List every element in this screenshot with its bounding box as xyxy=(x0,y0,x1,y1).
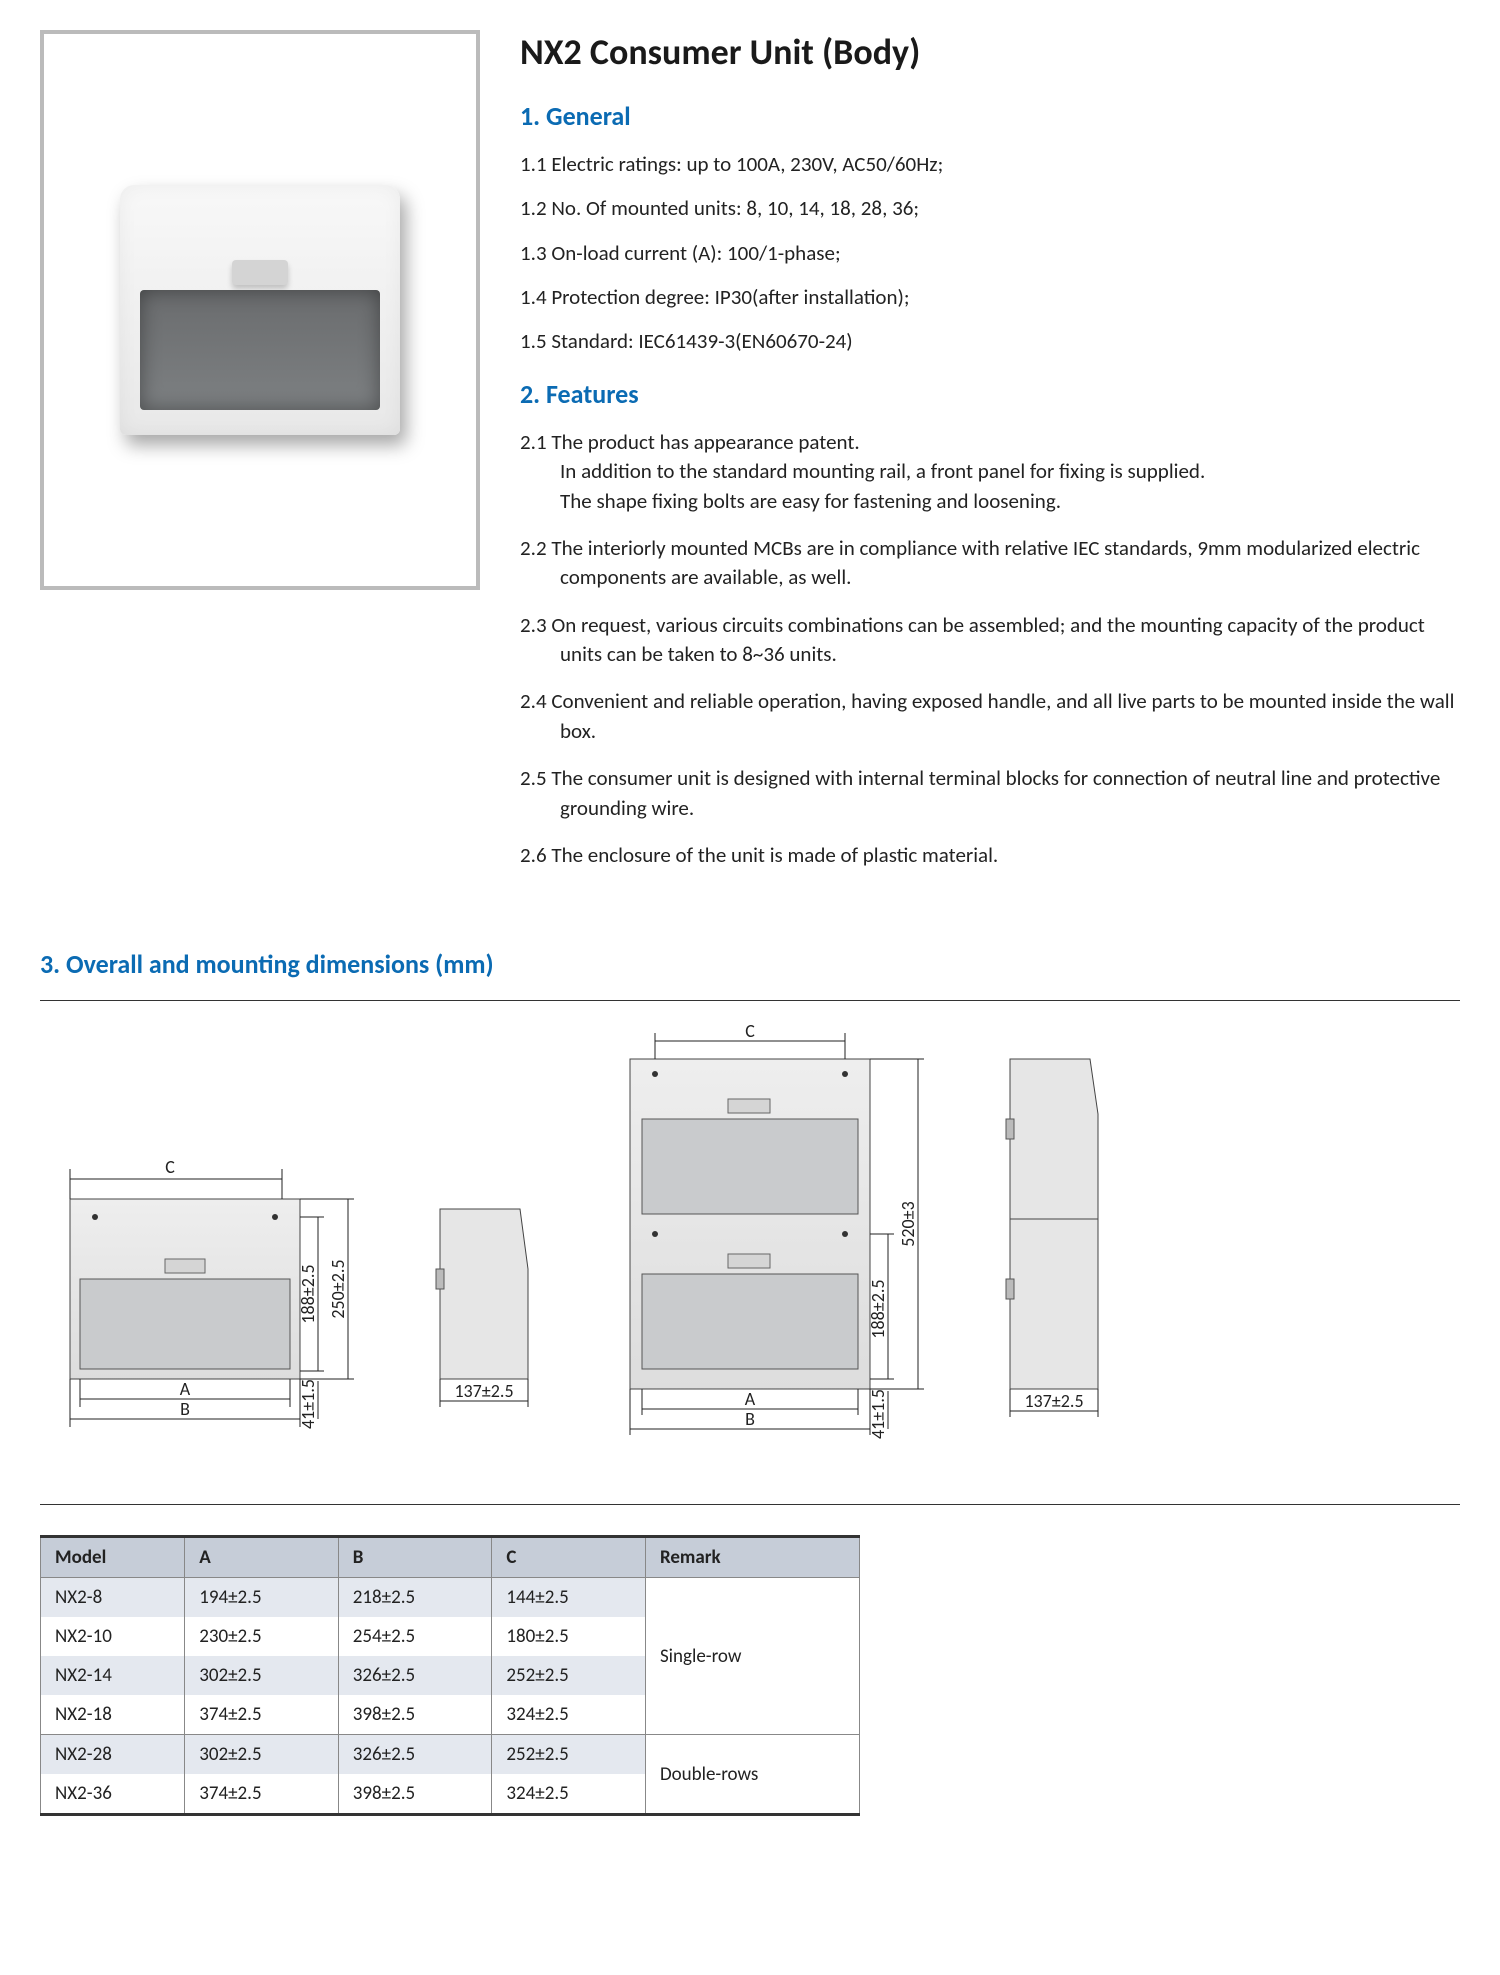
svg-text:B: B xyxy=(180,1398,190,1420)
diagram-side-single: 137±2.5 xyxy=(400,1149,570,1459)
table-cell: 230±2.5 xyxy=(185,1617,339,1656)
table-cell: NX2-28 xyxy=(41,1735,185,1775)
table-cell: 374±2.5 xyxy=(185,1695,339,1735)
feature-item: 2.5 The consumer unit is designed with i… xyxy=(520,764,1460,823)
table-cell: NX2-36 xyxy=(41,1774,185,1815)
diagram-side-double: 137±2.5 xyxy=(970,1019,1140,1459)
table-cell: NX2-8 xyxy=(41,1578,185,1618)
dimension-diagrams: C A B 188±2.5 250±2.5 41±1.5 xyxy=(40,1019,1460,1464)
table-header: C xyxy=(492,1537,646,1578)
table-cell: 302±2.5 xyxy=(185,1735,339,1775)
feature-item: 2.6 The enclosure of the unit is made of… xyxy=(520,841,1460,870)
table-cell: 218±2.5 xyxy=(338,1578,492,1618)
svg-text:137±2.5: 137±2.5 xyxy=(1024,1390,1083,1412)
table-cell: 374±2.5 xyxy=(185,1774,339,1815)
general-item: 1.1 Electric ratings: up to 100A, 230V, … xyxy=(520,150,1460,178)
svg-text:C: C xyxy=(165,1156,175,1178)
general-item: 1.2 No. Of mounted units: 8, 10, 14, 18,… xyxy=(520,194,1460,222)
table-cell: 326±2.5 xyxy=(338,1735,492,1775)
general-item: 1.4 Protection degree: IP30(after instal… xyxy=(520,283,1460,311)
product-illustration xyxy=(120,185,400,435)
svg-text:A: A xyxy=(180,1378,191,1400)
svg-text:41±1.5: 41±1.5 xyxy=(867,1389,889,1439)
svg-text:188±2.5: 188±2.5 xyxy=(867,1280,889,1339)
table-header: Remark xyxy=(645,1537,859,1578)
svg-text:C: C xyxy=(745,1020,755,1042)
svg-text:250±2.5: 250±2.5 xyxy=(327,1260,349,1319)
divider xyxy=(40,1504,1460,1505)
section1-heading: 1. General xyxy=(520,100,1460,132)
table-cell: 252±2.5 xyxy=(492,1656,646,1695)
table-cell: 324±2.5 xyxy=(492,1695,646,1735)
section3-heading: 3. Overall and mounting dimensions (mm) xyxy=(40,948,1460,980)
feature-item: 2.3 On request, various circuits combina… xyxy=(520,611,1460,670)
table-cell: 254±2.5 xyxy=(338,1617,492,1656)
product-image-frame xyxy=(40,30,480,590)
table-cell: 252±2.5 xyxy=(492,1735,646,1775)
svg-text:520±3: 520±3 xyxy=(897,1202,919,1247)
section2-heading: 2. Features xyxy=(520,378,1460,410)
table-remark: Double-rows xyxy=(645,1735,859,1815)
dimensions-table: ModelABCRemark NX2-8194±2.5218±2.5144±2.… xyxy=(40,1535,860,1816)
table-cell: NX2-18 xyxy=(41,1695,185,1735)
general-item: 1.3 On-load current (A): 100/1-phase; xyxy=(520,239,1460,267)
table-cell: NX2-10 xyxy=(41,1617,185,1656)
table-cell: 144±2.5 xyxy=(492,1578,646,1618)
svg-text:B: B xyxy=(745,1408,755,1430)
feature-item: 2.1 The product has appearance patent.In… xyxy=(520,428,1460,516)
table-remark: Single-row xyxy=(645,1578,859,1735)
table-cell: 194±2.5 xyxy=(185,1578,339,1618)
table-header: A xyxy=(185,1537,339,1578)
svg-text:A: A xyxy=(745,1388,756,1410)
svg-text:137±2.5: 137±2.5 xyxy=(454,1380,513,1402)
feature-item: 2.4 Convenient and reliable operation, h… xyxy=(520,687,1460,746)
diagram-front-single: C A B 188±2.5 250±2.5 41±1.5 xyxy=(40,1149,370,1459)
table-cell: NX2-14 xyxy=(41,1656,185,1695)
table-cell: 398±2.5 xyxy=(338,1774,492,1815)
table-cell: 324±2.5 xyxy=(492,1774,646,1815)
table-cell: 302±2.5 xyxy=(185,1656,339,1695)
diagram-front-double: C 520±3 188±2.5 A B 41±1.5 xyxy=(600,1019,940,1459)
svg-text:188±2.5: 188±2.5 xyxy=(297,1265,319,1324)
page-title: NX2 Consumer Unit (Body) xyxy=(520,30,1460,74)
table-header: B xyxy=(338,1537,492,1578)
general-item: 1.5 Standard: IEC61439-3(EN60670-24) xyxy=(520,327,1460,355)
feature-item: 2.2 The interiorly mounted MCBs are in c… xyxy=(520,534,1460,593)
table-cell: 398±2.5 xyxy=(338,1695,492,1735)
svg-text:41±1.5: 41±1.5 xyxy=(297,1379,319,1429)
table-header: Model xyxy=(41,1537,185,1578)
table-row: NX2-8194±2.5218±2.5144±2.5Single-row xyxy=(41,1578,860,1618)
table-cell: 326±2.5 xyxy=(338,1656,492,1695)
spec-text-column: NX2 Consumer Unit (Body) 1. General 1.1 … xyxy=(520,30,1460,888)
table-row: NX2-28302±2.5326±2.5252±2.5Double-rows xyxy=(41,1735,860,1775)
divider xyxy=(40,1000,1460,1001)
table-cell: 180±2.5 xyxy=(492,1617,646,1656)
